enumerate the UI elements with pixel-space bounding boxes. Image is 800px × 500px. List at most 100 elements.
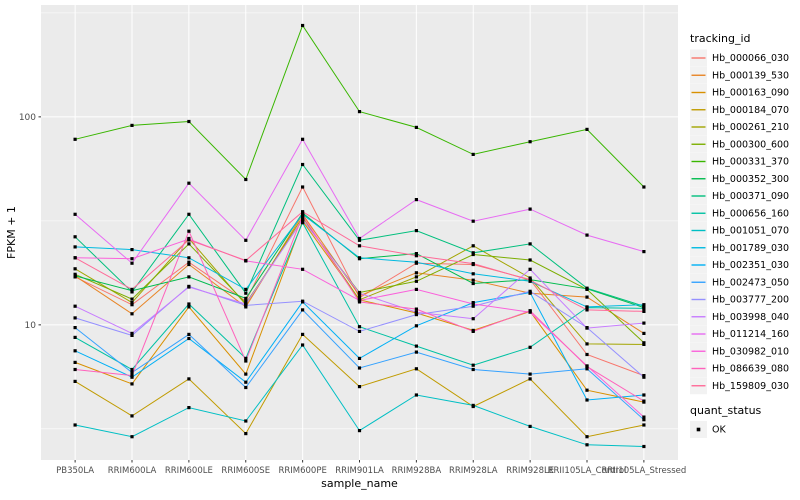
data-point (414, 350, 418, 354)
data-point (528, 309, 532, 313)
legend-label: OK (712, 425, 726, 436)
data-point (528, 267, 532, 271)
data-point (528, 258, 532, 262)
data-point (73, 304, 77, 308)
data-point (357, 356, 362, 360)
legend-item: Hb_011214_160 (690, 325, 789, 343)
data-point (187, 181, 191, 185)
data-point (73, 349, 77, 353)
legend-label: Hb_001051_070 (712, 226, 789, 237)
legend-label: Hb_003998_040 (712, 312, 789, 323)
data-point (244, 302, 248, 306)
data-point (642, 303, 646, 307)
data-point (585, 398, 589, 402)
data-point (357, 110, 362, 114)
data-point (187, 377, 191, 381)
data-point (244, 372, 248, 376)
data-point (357, 256, 362, 260)
data-point (73, 212, 77, 216)
data-point (414, 125, 418, 129)
data-point (642, 306, 646, 310)
data-point (301, 210, 305, 214)
data-point (301, 23, 305, 28)
data-point (528, 140, 532, 144)
x-tick-label: RRIM600LA (108, 466, 157, 476)
legend-item: Hb_002351_030 (690, 256, 789, 274)
data-point (414, 252, 418, 256)
legend-item: Hb_086639_080 (690, 360, 789, 377)
data-point (471, 317, 475, 321)
data-point (301, 267, 305, 271)
data-point (244, 291, 248, 295)
data-point (187, 256, 191, 260)
x-tick-label: RRIM600SE (221, 466, 270, 476)
data-point (130, 301, 134, 305)
x-tick-label: RRII105LA_Control (548, 466, 627, 476)
data-point (585, 295, 589, 299)
data-point (471, 278, 475, 282)
data-point (187, 275, 191, 279)
legend-item: Hb_000371_090 (690, 187, 789, 205)
data-point (73, 326, 77, 330)
data-point (414, 310, 418, 314)
data-point (301, 162, 305, 167)
data-point (528, 242, 532, 246)
data-point (357, 238, 362, 242)
legend-item: Hb_000066_030 (690, 49, 789, 67)
legend-label: Hb_001789_030 (712, 243, 789, 254)
data-point (642, 321, 646, 325)
data-point (642, 418, 646, 422)
data-point (471, 244, 475, 248)
legend-label: Hb_000139_530 (712, 70, 789, 81)
legend-item: Hb_000352_300 (690, 170, 789, 188)
data-point (642, 309, 646, 313)
data-point (642, 423, 646, 427)
data-point (130, 331, 134, 335)
data-point (244, 359, 248, 363)
x-tick-label: RRII105LA_Stressed (601, 466, 686, 476)
legend-label: Hb_159809_030 (712, 381, 789, 392)
data-point (301, 214, 305, 218)
data-point (642, 375, 646, 379)
data-point (244, 385, 248, 390)
data-point (130, 382, 134, 386)
data-point (471, 252, 475, 257)
data-point (244, 380, 248, 384)
legend-item: Hb_000656_160 (690, 204, 789, 222)
data-point (642, 341, 646, 345)
data-point (73, 267, 77, 271)
data-point (187, 332, 191, 336)
data-point (130, 257, 134, 261)
data-point (528, 377, 532, 381)
legend-item: OK (690, 421, 726, 438)
data-point (585, 308, 589, 312)
data-point (585, 127, 589, 131)
x-tick-label: RRIM928LE (506, 466, 554, 476)
legend-label: Hb_003777_200 (712, 295, 789, 306)
data-point (357, 385, 362, 389)
x-tick-label: RRIM901LA (335, 466, 384, 476)
data-point (471, 251, 475, 255)
data-point (187, 285, 191, 289)
data-point (244, 258, 248, 263)
legend-item: Hb_000331_370 (690, 153, 789, 170)
data-point (130, 248, 134, 252)
y-tick-label: 10 (25, 321, 37, 331)
data-point (414, 229, 418, 233)
data-point (130, 287, 134, 291)
x-axis-title: sample_name (321, 477, 398, 490)
data-point (130, 435, 134, 439)
data-point (528, 207, 532, 211)
legend-item: Hb_000163_090 (690, 84, 789, 101)
data-point (187, 406, 191, 410)
data-point (357, 325, 362, 329)
data-point (585, 326, 589, 330)
data-point (585, 286, 589, 290)
legend-label: Hb_000261_210 (712, 122, 789, 133)
data-point (301, 332, 305, 336)
legend-label: Hb_000163_090 (712, 88, 789, 99)
data-point (585, 435, 589, 439)
data-point (244, 419, 248, 423)
data-point (73, 235, 77, 239)
data-point (244, 177, 248, 182)
